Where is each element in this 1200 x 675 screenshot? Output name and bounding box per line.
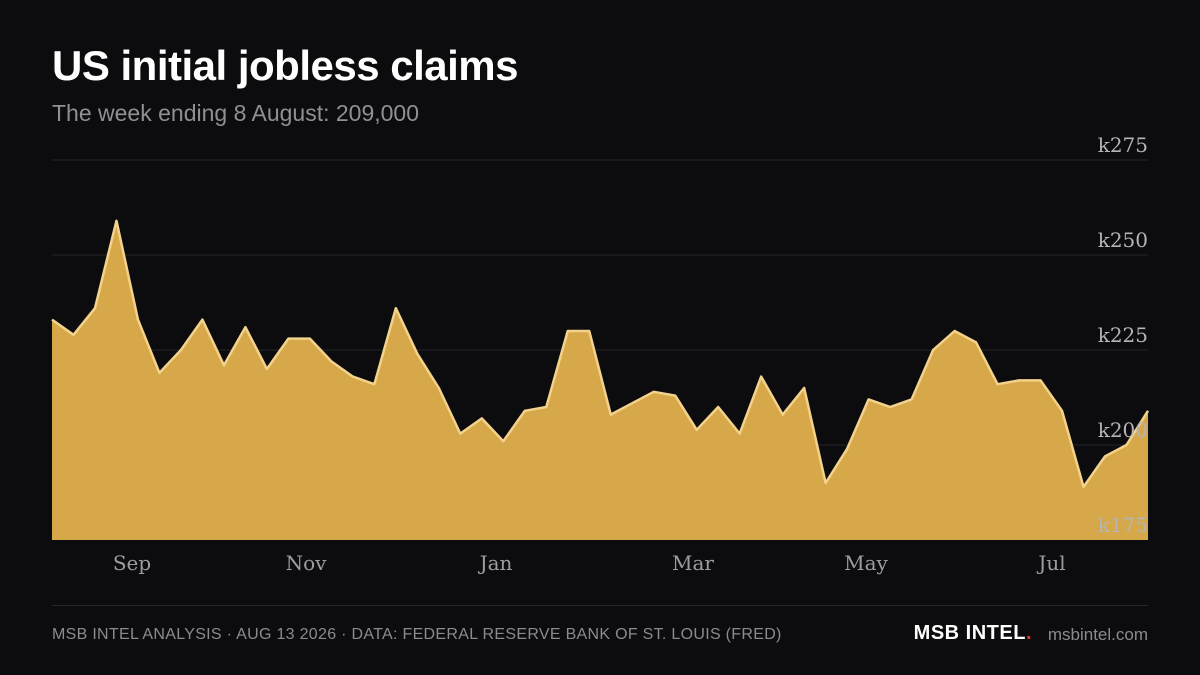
y-tick-label: k175 — [1098, 513, 1148, 537]
chart-title: US initial jobless claims — [52, 42, 519, 89]
brand-name: MSB INTEL — [913, 622, 1026, 644]
chart-subtitle: The week ending 8 August: 209,000 — [52, 100, 420, 126]
x-axis-ticks: Sep Nov Jan Mar May Jul — [113, 551, 1066, 575]
site-link[interactable]: msbintel.com — [1047, 625, 1148, 644]
y-tick-label: k250 — [1098, 228, 1148, 252]
footer-source: MSB INTEL ANALYSIS · AUG 13 2026 · DATA:… — [52, 626, 782, 643]
x-tick-label: Sep — [113, 551, 151, 575]
claims-area — [52, 220, 1148, 541]
x-tick-label: Mar — [672, 551, 714, 575]
brand-dot: . — [1025, 622, 1032, 644]
x-tick-label: Jul — [1036, 551, 1065, 575]
jobless-claims-chart: k175 k200 k225 k250 k275 Sep Nov Jan Mar May Jul — [51, 133, 1150, 575]
y-axis-ticks: k175 k200 k225 k250 k275 — [1098, 133, 1148, 537]
y-tick-label: k200 — [1098, 418, 1148, 442]
brand-logo: MSB INTEL. — [914, 622, 1032, 645]
x-tick-label: May — [844, 551, 888, 575]
footer-divider — [52, 605, 1148, 606]
y-tick-label: k275 — [1098, 133, 1148, 157]
y-tick-label: k225 — [1098, 323, 1148, 347]
x-tick-label: Nov — [286, 551, 328, 575]
x-tick-label: Jan — [478, 551, 513, 575]
claims-line — [51, 219, 1150, 489]
